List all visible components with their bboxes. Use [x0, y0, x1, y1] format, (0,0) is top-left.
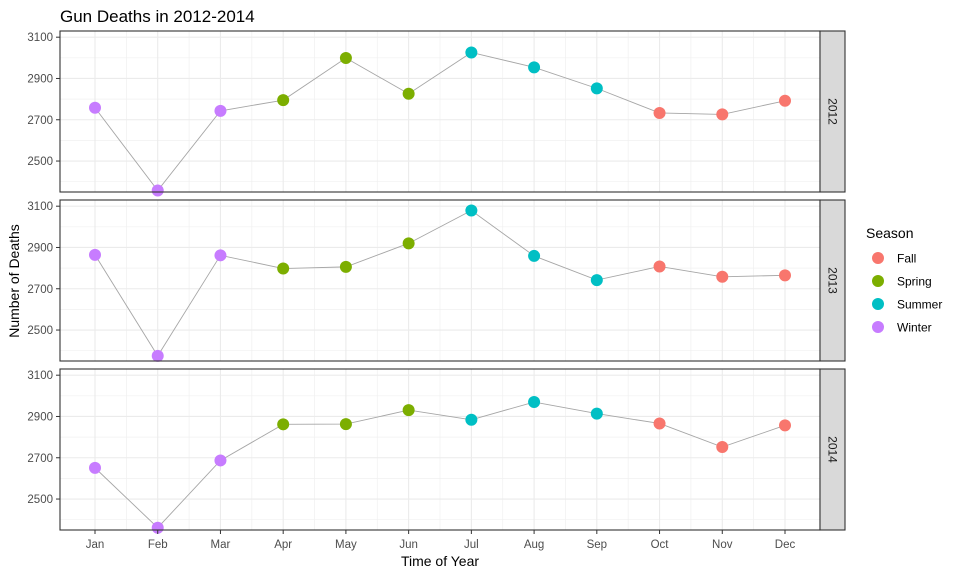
- legend-key-spring: [872, 275, 884, 287]
- data-point-2014-aug: [528, 396, 541, 409]
- data-point-2012-sep: [590, 82, 603, 95]
- x-tick-label: Jul: [464, 539, 479, 551]
- x-tick-label: Jun: [399, 539, 418, 551]
- data-point-2012-jun: [402, 87, 415, 100]
- y-tick-label: 2700: [27, 284, 53, 296]
- x-tick-label: Jan: [86, 539, 105, 551]
- data-point-2014-apr: [277, 418, 290, 431]
- facet-strip-label: 2013: [826, 267, 840, 294]
- y-tick-label: 2500: [27, 156, 53, 168]
- chart-title: Gun Deaths in 2012-2014: [60, 7, 255, 26]
- data-point-2014-may: [339, 418, 352, 431]
- x-tick-label: Dec: [775, 539, 796, 551]
- facet-strip: [819, 368, 846, 531]
- data-point-2013-dec: [779, 269, 791, 282]
- x-axis-title: Time of Year: [401, 553, 479, 569]
- legend-label-spring: Spring: [897, 275, 932, 289]
- x-tick-label: Mar: [211, 539, 231, 551]
- data-point-2014-dec: [779, 419, 791, 432]
- data-point-2012-dec: [779, 94, 791, 107]
- data-point-2014-sep: [590, 407, 603, 420]
- data-point-2014-jan: [89, 461, 101, 474]
- facet-strip-label: 2012: [826, 98, 840, 125]
- data-point-2014-oct: [653, 417, 666, 430]
- facet-panels: 2500 2700 2900 3100 2012 2500 2700 2900 3100 2013…: [27, 30, 846, 534]
- y-tick-label: 3100: [27, 370, 53, 382]
- legend-label-fall: Fall: [897, 252, 916, 266]
- data-point-2014-mar: [214, 454, 227, 467]
- data-point-2012-feb: [151, 184, 164, 197]
- data-point-2013-oct: [653, 260, 666, 273]
- x-tick-label: Nov: [712, 539, 733, 551]
- data-point-2012-oct: [653, 106, 666, 119]
- data-point-2014-nov: [716, 441, 729, 454]
- data-point-2013-feb: [151, 349, 164, 362]
- legend-key-winter: [872, 321, 884, 333]
- x-tick-label: Feb: [148, 539, 168, 551]
- data-point-2013-mar: [214, 249, 227, 262]
- data-point-2012-may: [339, 52, 352, 65]
- data-point-2014-jun: [402, 404, 415, 417]
- data-point-2013-sep: [590, 274, 603, 287]
- data-point-2013-apr: [277, 262, 290, 275]
- y-tick-label: 2900: [27, 411, 53, 423]
- data-point-2012-apr: [277, 94, 290, 107]
- x-tick-label: Sep: [587, 539, 607, 551]
- x-tick-label: Aug: [524, 539, 544, 551]
- x-tick-label: May: [335, 539, 357, 551]
- legend-label-winter: Winter: [897, 321, 932, 335]
- data-point-2013-jun: [402, 237, 415, 250]
- data-point-2012-jul: [465, 46, 478, 59]
- series-line-2013: [94, 209, 786, 357]
- data-point-2012-aug: [528, 61, 541, 74]
- y-axis-title: Number of Deaths: [6, 224, 22, 338]
- y-tick-label: 2500: [27, 325, 53, 337]
- y-tick-label: 2500: [27, 494, 53, 506]
- facet-strip: [819, 30, 846, 193]
- facet-panel-2012: 2500 2700 2900 3100 2012: [27, 30, 846, 197]
- y-tick-label: 2900: [27, 242, 53, 254]
- data-point-2014-jul: [465, 413, 478, 426]
- x-axis: Jan Feb Mar Apr May Jun Jul Aug Sep Oct Nov Dec: [86, 530, 796, 551]
- data-point-2012-jan: [89, 101, 101, 114]
- y-tick-label: 3100: [27, 32, 53, 44]
- y-tick-label: 2700: [27, 115, 53, 127]
- data-point-2013-jan: [89, 248, 101, 261]
- y-tick-label: 2900: [27, 73, 53, 85]
- data-point-2013-may: [339, 260, 352, 273]
- legend-title: Season: [866, 225, 913, 241]
- data-point-2013-aug: [528, 249, 541, 262]
- data-point-2013-jul: [465, 204, 478, 217]
- legend-key-fall: [872, 252, 884, 264]
- data-point-2012-mar: [214, 104, 227, 117]
- x-tick-label: Apr: [274, 539, 292, 551]
- series-line-2014: [94, 401, 786, 529]
- series-line-2012: [94, 51, 786, 192]
- data-point-2013-nov: [716, 270, 729, 283]
- data-point-2014-feb: [151, 521, 164, 534]
- facet-panel-2014: 2500 2700 2900 3100 2014: [27, 368, 846, 534]
- x-tick-label: Oct: [651, 539, 670, 551]
- facet-strip: [819, 199, 846, 362]
- facet-strip-label: 2014: [826, 436, 840, 463]
- legend: Season Fall Spring Summer Winter: [866, 225, 942, 335]
- y-tick-label: 3100: [27, 201, 53, 213]
- y-tick-label: 2700: [27, 453, 53, 465]
- legend-key-summer: [872, 298, 884, 310]
- facet-panel-2013: 2500 2700 2900 3100 2013: [27, 199, 846, 362]
- legend-label-summer: Summer: [897, 298, 942, 312]
- data-point-2012-nov: [716, 108, 729, 121]
